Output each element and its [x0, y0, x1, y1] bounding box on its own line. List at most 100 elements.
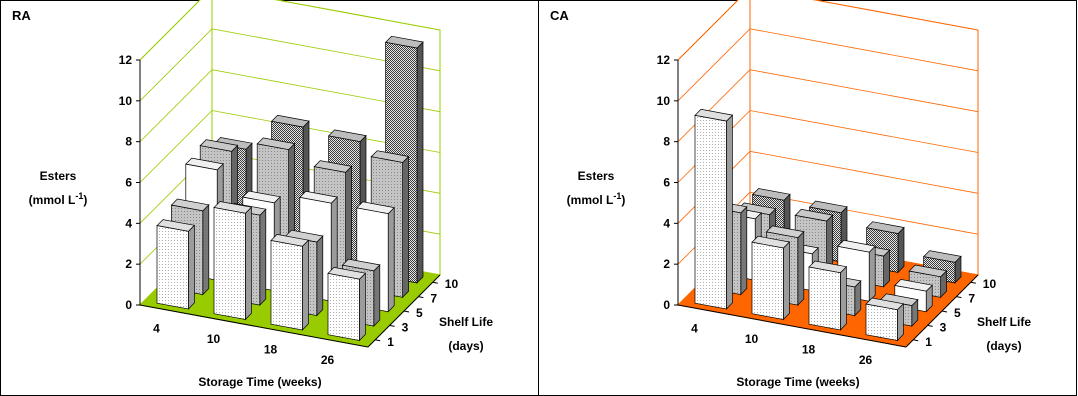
z-axis-label-line1: Shelf Life: [977, 315, 1031, 329]
y-tick-label: 12: [119, 53, 133, 67]
z-tick-label: 3: [940, 320, 947, 334]
bar-ra-w4-d1: [156, 219, 196, 310]
y-tick-label: 2: [663, 257, 670, 271]
bar-ra-w10-d1: [213, 201, 253, 321]
x-tick-label: 4: [153, 321, 160, 335]
y-tick-label: 2: [125, 257, 132, 271]
y-tick-label: 4: [125, 216, 132, 230]
gridline: [677, 28, 979, 102]
y-tick-label: 0: [125, 298, 132, 312]
bar-front: [808, 266, 841, 331]
z-tick-mark: [375, 339, 381, 342]
z-tick-mark: [970, 281, 976, 284]
y-tick-label: 6: [125, 176, 132, 190]
bar-side: [740, 205, 748, 296]
y-tick-label: 0: [663, 298, 670, 312]
gridline: [139, 69, 441, 142]
z-tick-mark: [941, 310, 948, 313]
z-tick-label: 5: [416, 306, 423, 320]
bar-ra-w18-d1: [270, 234, 310, 331]
bar-front: [694, 114, 727, 310]
gridline: [139, 0, 441, 61]
bar-ca-w18-d1: [808, 260, 848, 331]
y-axis-label-sup: -1: [75, 191, 83, 201]
bar-side: [202, 203, 210, 296]
bar-side: [302, 239, 309, 331]
chart-title: RA: [12, 8, 31, 23]
chart-ca-panel: 0 2 4 6 8 10 12 4 10 18 26 1 3 5 7 10 CA Esters (mmol L-1)…: [538, 0, 1078, 396]
z-tick-label: 10: [445, 277, 459, 291]
x-tick-label: 18: [264, 342, 278, 356]
z-tick-label: 1: [925, 335, 932, 349]
x-tick-label: 4: [691, 321, 698, 335]
y-axis-label-close: ): [83, 193, 87, 207]
y-axis-label-line1: Esters: [40, 169, 77, 183]
y-tick-label: 12: [657, 53, 671, 67]
bar-side: [797, 230, 805, 306]
z-tick-label: 5: [954, 306, 961, 320]
x-tick-label: 10: [745, 332, 759, 346]
x-tick-label: 26: [321, 353, 335, 367]
y-axis-label-sup: -1: [613, 191, 621, 201]
x-tick-label: 18: [802, 342, 816, 356]
x-tick-label: 26: [859, 353, 873, 367]
x-axis-label: Storage Time (weeks): [198, 375, 321, 389]
bar-side: [783, 241, 790, 321]
bar-side: [897, 226, 905, 274]
bar-ca-w26-d1: [865, 297, 905, 342]
x-axis: [677, 304, 907, 348]
y-tick-label: 10: [119, 94, 133, 108]
z-tick-label: 7: [968, 292, 975, 306]
z-tick-mark: [927, 324, 933, 327]
z-axis-label-line1: Shelf Life: [439, 315, 493, 329]
bar-front: [156, 225, 189, 310]
bar-side: [359, 272, 366, 342]
gridline: [139, 28, 441, 102]
y-axis-label-line1: Esters: [578, 169, 615, 183]
z-tick-mark: [418, 296, 424, 299]
chart-title: CA: [550, 8, 569, 23]
x-axis-label: Storage Time (weeks): [736, 375, 859, 389]
z-tick-mark: [956, 296, 962, 299]
bar-side: [387, 206, 395, 313]
bar-front: [751, 241, 784, 320]
bar-front: [270, 240, 303, 331]
bar-front: [327, 272, 360, 341]
bar-side: [840, 265, 847, 331]
bar-side: [373, 264, 381, 327]
y-tick-label: 6: [663, 176, 670, 190]
chart-ra-panel: 0 2 4 6 8 10 12 4 10 18 26 1 3 5 7 10 RA Esters (mmol L-1)…: [0, 0, 539, 396]
z-axis-label-line2: (days): [986, 339, 1021, 353]
z-tick-label: 7: [430, 292, 437, 306]
bar-ca-w10-d1: [751, 235, 791, 321]
y-tick-label: 10: [657, 94, 671, 108]
bar-side: [259, 208, 267, 306]
bar-side: [188, 224, 195, 310]
bar-side: [726, 114, 733, 310]
y-axis-label-unit: (mmol L: [29, 193, 76, 207]
z-tick-label: 1: [387, 335, 394, 349]
bar-ra-w26-d1: [327, 267, 367, 342]
z-tick-label: 10: [983, 277, 997, 291]
bar-ca-w4-d1: [694, 108, 734, 310]
y-tick-label: 8: [125, 135, 132, 149]
y-tick-label: 8: [663, 135, 670, 149]
bar-side: [245, 206, 252, 321]
bar-front: [213, 207, 246, 320]
y-axis-label-close: ): [621, 193, 625, 207]
gridline: [677, 0, 979, 61]
y-axis-label-line2: (mmol L-1): [567, 191, 626, 207]
z-axis-label-line2: (days): [448, 339, 483, 353]
bar-front: [865, 303, 898, 341]
z-tick-mark: [403, 310, 410, 313]
x-axis: [139, 304, 369, 348]
bar-side: [402, 155, 409, 299]
y-axis-label-line2: (mmol L-1): [29, 191, 88, 207]
y-axis-label-unit: (mmol L: [567, 193, 614, 207]
x-tick-label: 10: [207, 332, 221, 346]
bar-side: [316, 235, 324, 317]
bar-side: [416, 41, 424, 284]
z-tick-mark: [913, 339, 919, 342]
